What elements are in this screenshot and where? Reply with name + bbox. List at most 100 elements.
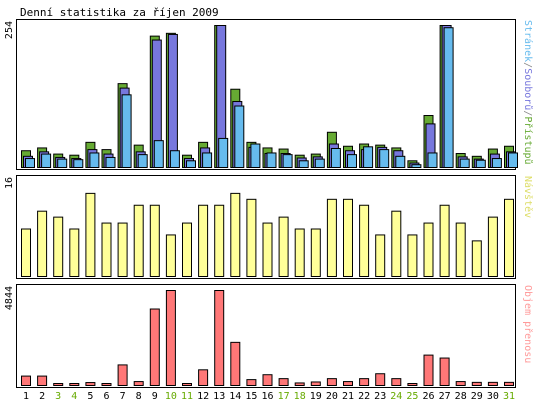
legend-entry: /: [522, 62, 533, 68]
bar-stranek: [282, 154, 293, 169]
bar-objem: [182, 383, 192, 386]
bar-objem: [455, 381, 466, 387]
bar-objem: [487, 381, 498, 386]
bar-navstev: [391, 210, 402, 277]
x-tick-label: 14: [229, 391, 241, 402]
bar-navstev: [21, 228, 31, 277]
legend-entry: /: [522, 110, 533, 116]
bar-stranek: [250, 143, 261, 168]
x-tick-label: 26: [422, 391, 434, 402]
bar-objem: [278, 378, 289, 386]
x-tick-label: 2: [39, 391, 45, 402]
bar-stranek: [427, 152, 438, 169]
legend-entry: Souborů: [522, 68, 533, 110]
x-tick-label: 27: [439, 391, 451, 402]
bar-objem: [246, 379, 257, 386]
x-tick-label: 10: [165, 391, 177, 402]
bar-navstev: [310, 228, 321, 277]
bar-stranek: [395, 155, 406, 168]
bar-objem: [359, 378, 370, 386]
bar-objem: [343, 381, 353, 387]
bar-navstev: [294, 228, 305, 277]
x-tick-label: 11: [181, 391, 193, 402]
x-tick-label: 23: [374, 391, 386, 402]
x-tick-label: 31: [503, 391, 515, 402]
bar-navstev: [198, 204, 209, 277]
bar-navstev: [246, 198, 257, 277]
bar-navstev: [117, 222, 128, 277]
bar-stranek: [57, 158, 68, 168]
bar-objem: [391, 378, 402, 386]
x-tick-label: 8: [136, 391, 142, 402]
bar-stranek: [121, 94, 132, 168]
legend: Objem přenosu: [522, 285, 533, 363]
bar-navstev: [487, 216, 498, 277]
bar-objem: [471, 381, 482, 386]
bar-navstev: [165, 234, 176, 277]
chart-panel-3: 4844 Objem přenosu: [4, 284, 533, 388]
x-tick-label: 20: [326, 391, 338, 402]
bar-navstev: [423, 222, 434, 277]
bar-objem: [214, 290, 225, 386]
bar-objem: [101, 383, 112, 386]
bar-navstev: [407, 234, 418, 277]
bar-objem: [85, 382, 96, 387]
x-tick-label: 17: [278, 391, 290, 402]
x-tick-label: 19: [310, 391, 322, 402]
bar-stranek: [266, 152, 277, 169]
x-tick-label: 4: [71, 391, 77, 402]
bar-navstev: [471, 240, 482, 277]
x-tick-label: 12: [197, 391, 209, 402]
bar-objem: [294, 382, 305, 386]
bar-navstev: [37, 210, 48, 277]
legend-entry: Přístupů: [522, 116, 533, 164]
bar-stranek: [137, 154, 148, 169]
bar-stranek: [202, 152, 213, 169]
legend-entry: Návštěv: [522, 176, 533, 218]
x-tick-label: 21: [342, 391, 354, 402]
bar-objem: [53, 383, 64, 386]
bar-stranek: [298, 160, 309, 168]
bar-souboru: [167, 33, 178, 168]
bar-navstev: [69, 228, 80, 277]
bar-stranek: [73, 159, 84, 169]
x-tick-label: 3: [55, 391, 61, 402]
bar-objem: [165, 290, 176, 386]
chart-title: Denní statistika za říjen 2009: [20, 6, 219, 19]
bar-objem: [310, 381, 321, 386]
bar-stranek: [475, 159, 486, 169]
bar-objem: [69, 383, 80, 386]
bar-stranek: [314, 158, 325, 168]
x-tick-label: 24: [390, 391, 402, 402]
bar-stranek: [459, 158, 470, 168]
legend: Návštěv: [522, 176, 533, 218]
bar-stranek: [330, 147, 341, 168]
bar-objem: [133, 381, 144, 387]
bar-navstev: [375, 234, 386, 277]
bar-navstev: [455, 222, 466, 277]
bar-navstev: [149, 204, 160, 277]
bar-navstev: [262, 222, 273, 277]
x-tick-label: 13: [213, 391, 225, 402]
bar-objem: [439, 357, 450, 387]
bar-stranek: [443, 27, 454, 168]
bar-objem: [149, 308, 160, 386]
bar-navstev: [133, 204, 144, 277]
bar-stranek: [347, 154, 357, 169]
bar-stranek: [491, 158, 502, 168]
legend-entry: Stránek: [522, 20, 533, 62]
bar-navstev: [101, 222, 112, 277]
bar-objem: [198, 369, 209, 386]
bar-navstev: [85, 192, 96, 277]
bar-stranek: [169, 150, 180, 169]
bar-objem: [407, 383, 418, 386]
x-tick-label: 16: [261, 391, 273, 402]
x-tick-label: 29: [471, 391, 483, 402]
bar-navstev: [230, 192, 241, 277]
x-tick-label: 30: [487, 391, 499, 402]
bar-navstev: [439, 204, 450, 277]
chart-panel-1: 254 Stránek/Souborů/Přístupů: [4, 19, 533, 170]
bar-objem: [423, 354, 434, 386]
chart-panel-2: 16 Návštěv: [4, 175, 533, 279]
